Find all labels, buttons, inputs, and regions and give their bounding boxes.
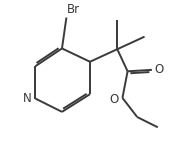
Text: O: O [155,63,164,76]
Text: Br: Br [67,3,80,16]
Text: O: O [109,93,119,106]
Text: N: N [23,92,32,105]
